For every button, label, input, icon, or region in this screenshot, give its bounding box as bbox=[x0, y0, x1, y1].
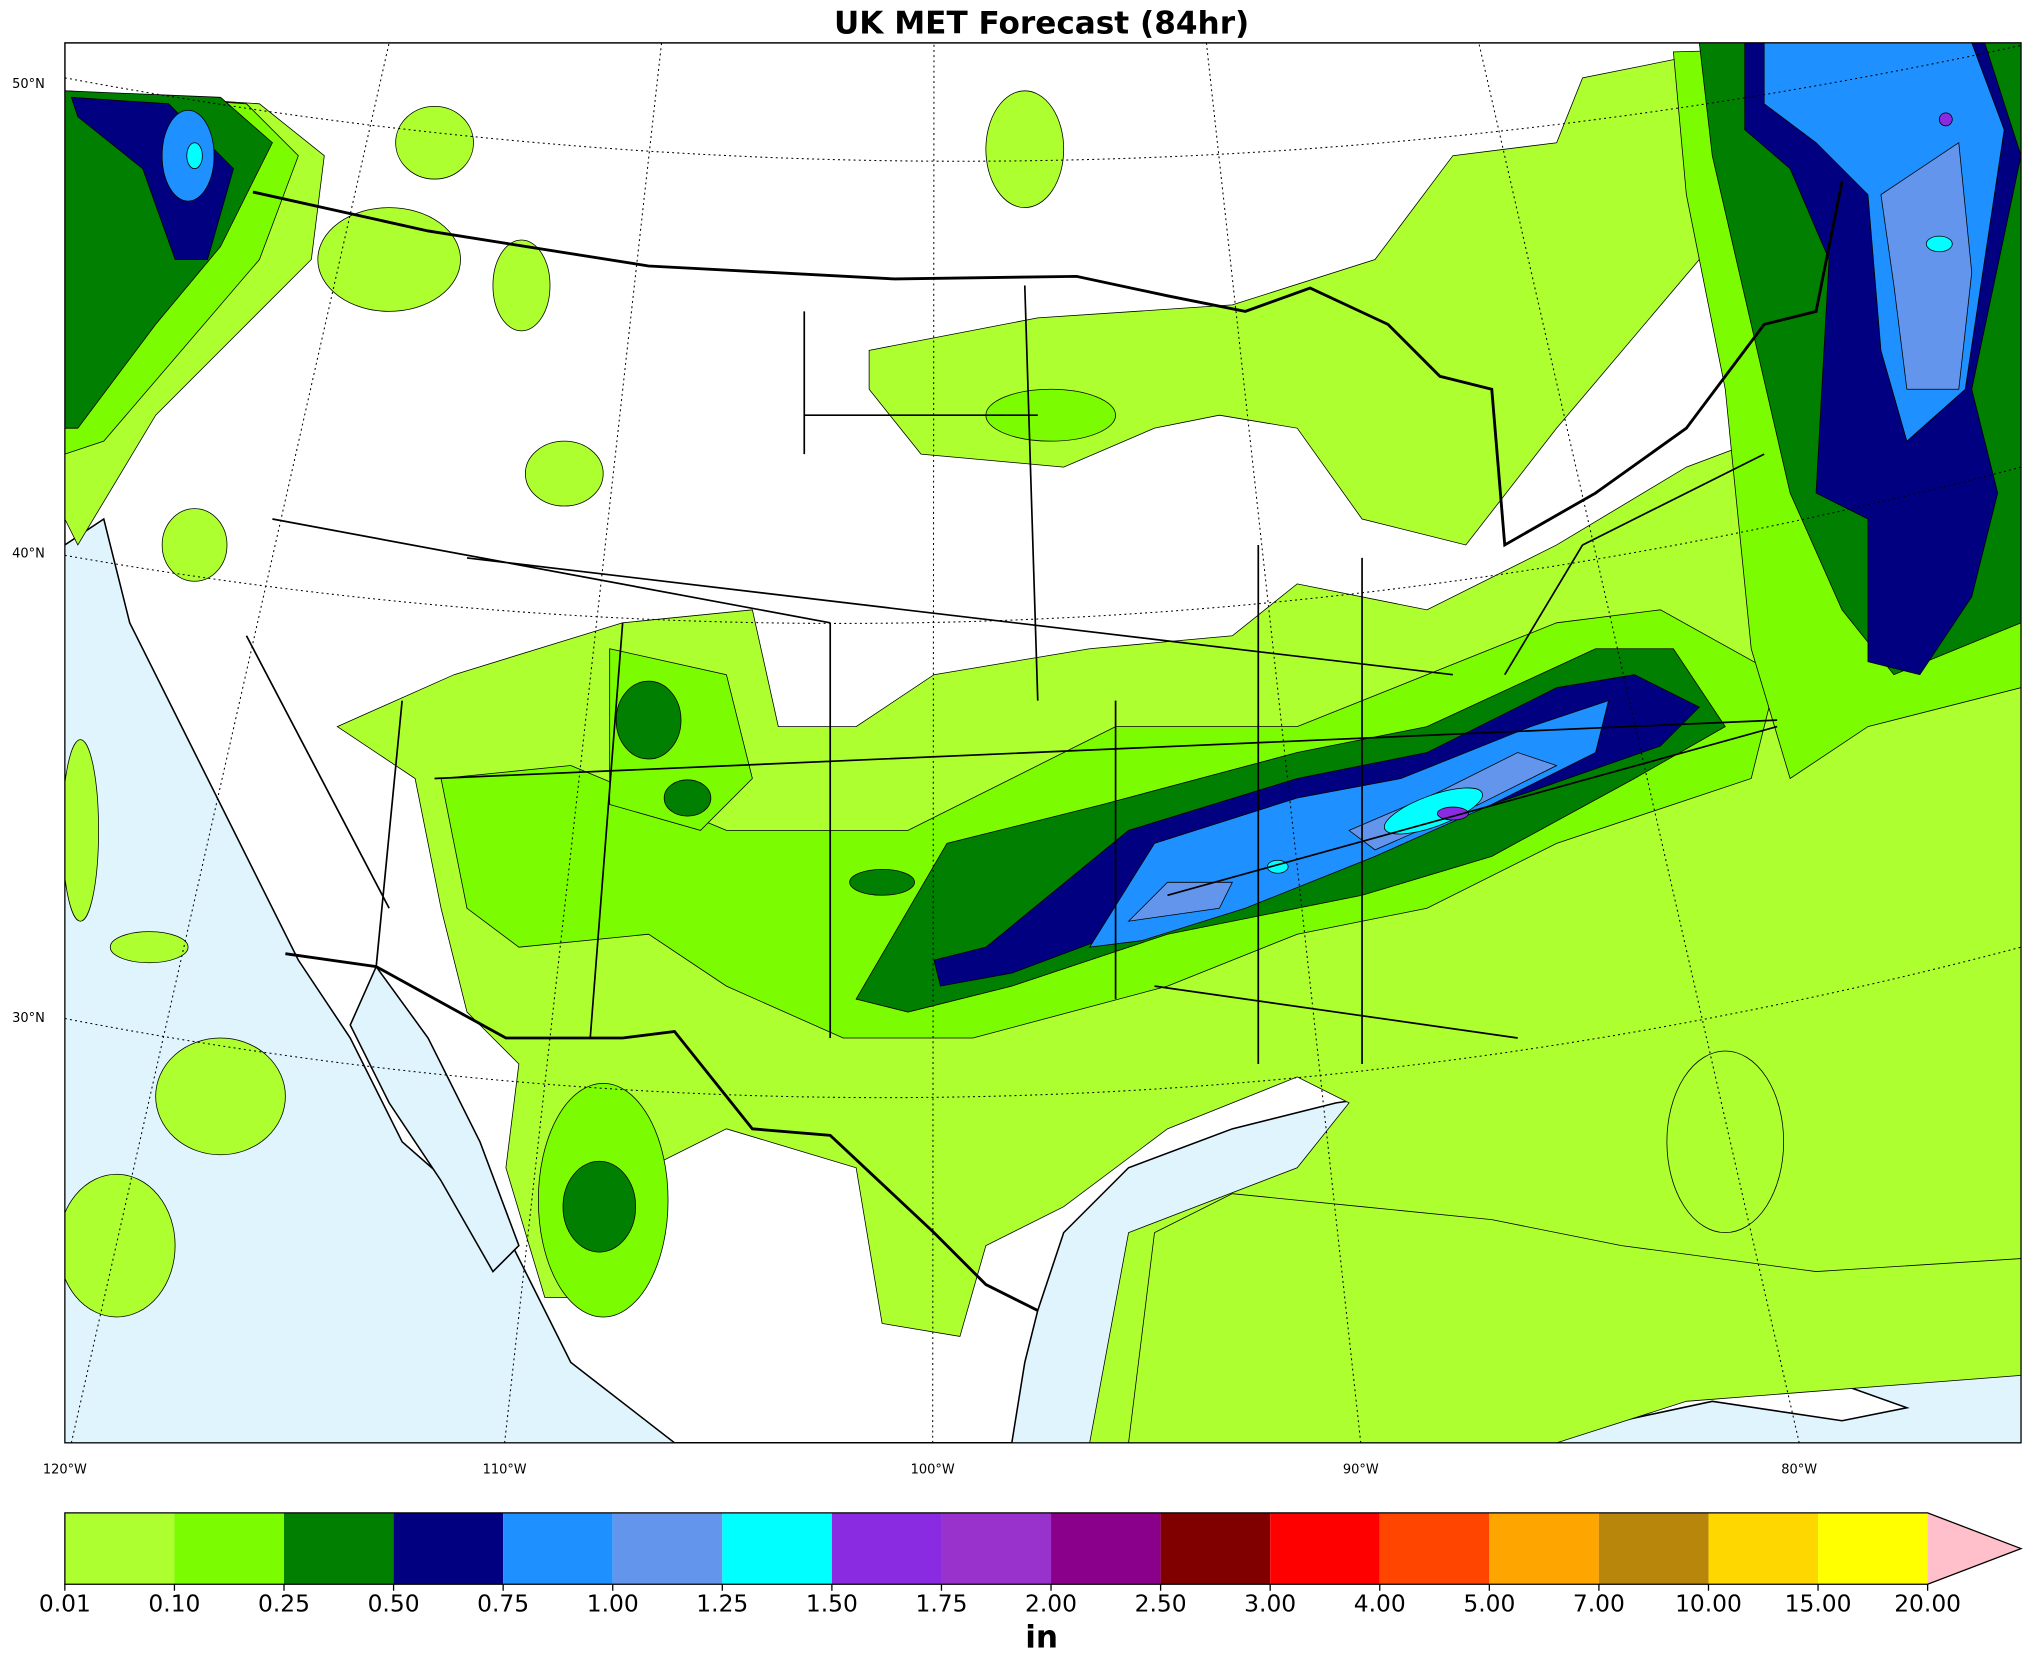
precip-area bbox=[1938, 112, 1953, 127]
colorbar-box bbox=[1818, 1512, 1928, 1585]
colorbar-tick-label: 7.00 bbox=[1573, 1590, 1625, 1618]
colorbar-box bbox=[1489, 1512, 1599, 1585]
colorbar-tick-label: 0.75 bbox=[477, 1590, 529, 1618]
colorbar-tick-label: 0.50 bbox=[368, 1590, 420, 1618]
precipitation bbox=[64, 42, 2022, 1443]
colorbar-box bbox=[831, 1512, 942, 1585]
precip-area bbox=[663, 779, 712, 817]
colorbar-box bbox=[1708, 1512, 1819, 1585]
colorbar-unit: in bbox=[1025, 1620, 1058, 1656]
precip-area bbox=[1880, 142, 1973, 390]
precip-area bbox=[524, 440, 604, 507]
precip-area bbox=[161, 508, 228, 582]
lat-label: 50°N bbox=[12, 77, 45, 92]
lon-label: 100°W bbox=[911, 1463, 955, 1478]
precip-area bbox=[64, 739, 99, 922]
precip-area bbox=[395, 106, 474, 180]
colorbar-tick-label: 4.00 bbox=[1354, 1590, 1406, 1618]
precip-area bbox=[109, 931, 189, 964]
colorbar-tick-label: 0.25 bbox=[258, 1590, 310, 1618]
colorbar-tick-label: 1.00 bbox=[587, 1590, 639, 1618]
map bbox=[64, 42, 2022, 1443]
colorbar-tick-label: 3.00 bbox=[1244, 1590, 1296, 1618]
colorbar-box bbox=[503, 1512, 613, 1585]
colorbar-box bbox=[941, 1512, 1052, 1585]
colorbar-tick-label: 15.00 bbox=[1785, 1590, 1852, 1618]
colorbar-tick-label: 1.75 bbox=[915, 1590, 967, 1618]
precip-area bbox=[1383, 787, 1483, 835]
precip-area bbox=[1128, 1193, 2022, 1443]
lon-label: 120°W bbox=[43, 1463, 87, 1478]
precip-area bbox=[1925, 235, 1953, 253]
colorbar-box bbox=[284, 1512, 394, 1585]
colorbar-tick-label: 20.00 bbox=[1894, 1590, 1961, 1618]
colorbar-outline bbox=[64, 1512, 2023, 1585]
colorbar-box bbox=[174, 1512, 285, 1585]
colorbar-box bbox=[1051, 1512, 1161, 1585]
precip-area bbox=[492, 239, 551, 332]
map-frame bbox=[64, 42, 2022, 1444]
colorbar-tick-label: 1.25 bbox=[696, 1590, 748, 1618]
colorbar-box bbox=[612, 1512, 723, 1585]
lat-label: 40°N bbox=[12, 547, 45, 562]
boundaries bbox=[245, 181, 1844, 1312]
lat-label: 30°N bbox=[12, 1011, 45, 1026]
precip-area bbox=[186, 142, 203, 170]
gulf-of-california bbox=[349, 965, 520, 1273]
colorbar-tick-label: 2.00 bbox=[1025, 1590, 1077, 1618]
colorbar-tick-label: 0.10 bbox=[148, 1590, 200, 1618]
lon-label: 110°W bbox=[483, 1463, 527, 1478]
colorbar-tick-label: 0.01 bbox=[39, 1590, 91, 1618]
precip-area bbox=[849, 868, 915, 896]
colorbar-tick-label: 5.00 bbox=[1463, 1590, 1515, 1618]
colorbar-box bbox=[1598, 1512, 1709, 1585]
colorbar-box bbox=[722, 1512, 832, 1585]
colorbar-box bbox=[1270, 1512, 1380, 1585]
title: UK MET Forecast (84hr) bbox=[834, 6, 1249, 42]
precip-area bbox=[155, 1037, 286, 1156]
colorbar-tick-label: 2.50 bbox=[1135, 1590, 1187, 1618]
colorbar-box bbox=[64, 1512, 175, 1585]
colorbar-box bbox=[1160, 1512, 1271, 1585]
precip-area bbox=[1127, 881, 1233, 922]
precip-area bbox=[317, 207, 461, 312]
colorbar-tick-label: 10.00 bbox=[1675, 1590, 1742, 1618]
precip-area bbox=[1436, 806, 1469, 821]
colorbar-tick-label: 1.50 bbox=[806, 1590, 858, 1618]
precip-area bbox=[615, 680, 682, 760]
colorbar-box bbox=[393, 1512, 504, 1585]
precip-area bbox=[1666, 1050, 1785, 1234]
lon-label: 80°W bbox=[1781, 1463, 1817, 1478]
colorbar-box bbox=[1379, 1512, 1490, 1585]
graticule bbox=[64, 42, 2022, 1443]
precip-area bbox=[64, 1173, 176, 1318]
colorbar-extend bbox=[1927, 1512, 2022, 1585]
precip-area bbox=[985, 90, 1065, 208]
precip-area bbox=[562, 1160, 637, 1253]
lon-label: 90°W bbox=[1343, 1463, 1379, 1478]
colorbar: 0.01 0.10 0.25 0.50 0.75 1.00 1.25 1.50 1.75 2.00… bbox=[39, 1512, 2023, 1618]
